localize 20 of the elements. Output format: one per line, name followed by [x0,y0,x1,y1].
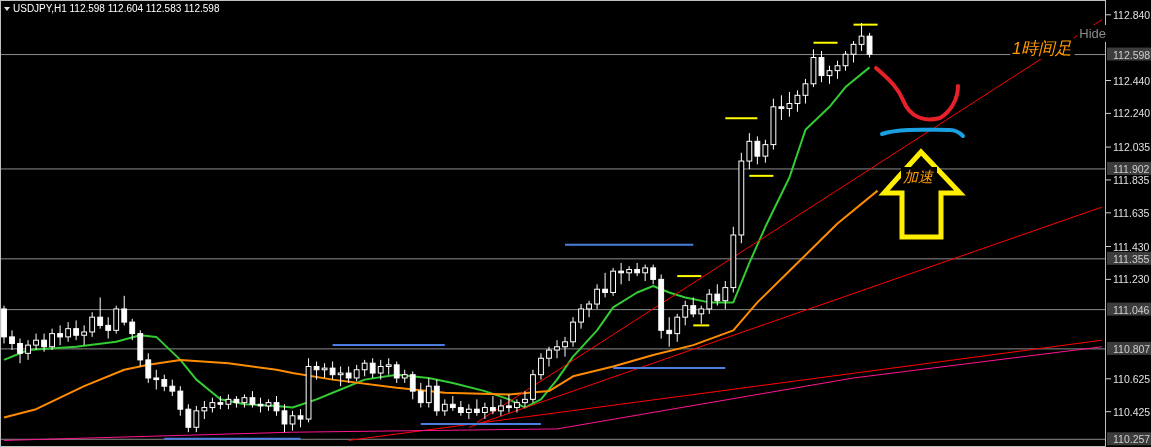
y-tick-label: 110.625 [1113,372,1151,385]
y-tick-label: 112.440 [1113,74,1151,87]
annotation: 1時间足 [1010,38,1075,59]
y-tick-label: 112.240 [1113,107,1151,120]
ref-line-label: 111.355 [1113,252,1150,265]
y-tick-label: 111.635 [1113,206,1150,219]
ref-line-label: 110.257 [1113,433,1151,446]
ref-line-label: 110.807 [1113,342,1151,355]
ref-line-label: 111.902 [1113,162,1150,175]
annotation: Hide [1077,25,1108,42]
y-tick-label: 112.840 [1113,8,1151,21]
y-tick-label: 111.430 [1113,240,1150,253]
annotation: 加速 [901,167,937,186]
ref-line-label: 112.598 [1113,48,1151,61]
chart-title: USDJPY,H1 112.598 112.604 112.583 112.598 [13,3,220,14]
y-tick-label: 111.230 [1113,273,1150,286]
ref-line-label: 111.046 [1113,303,1150,316]
y-tick-label: 110.425 [1113,405,1151,418]
y-tick-label: 111.835 [1113,173,1150,186]
y-tick-label: 112.035 [1113,141,1151,154]
